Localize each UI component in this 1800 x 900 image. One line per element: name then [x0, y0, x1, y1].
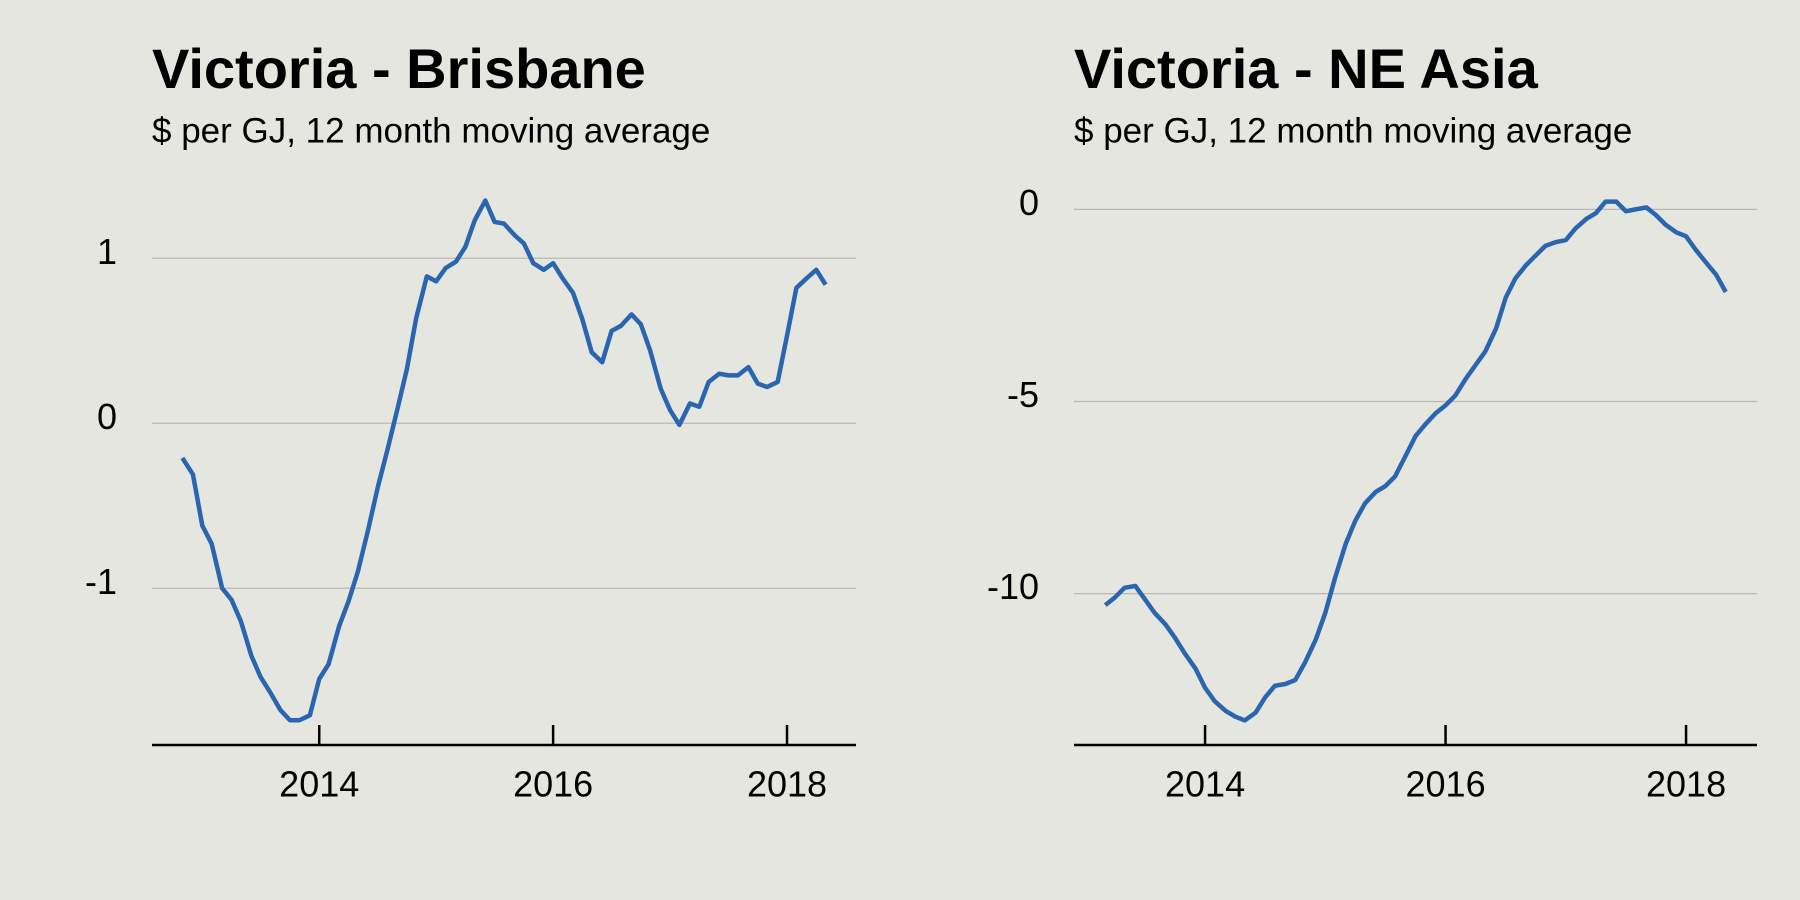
y-tick-label: 0 — [97, 396, 117, 437]
data-line — [180, 198, 828, 723]
chart-subtitle: $ per GJ, 12 month moving average — [152, 111, 710, 150]
x-tick-label: 2014 — [1165, 764, 1245, 805]
chart-title: Victoria - Brisbane — [152, 37, 646, 100]
chart-subtitle: $ per GJ, 12 month moving average — [1074, 111, 1632, 150]
y-tick-label: 1 — [97, 231, 117, 272]
x-tick-label: 2018 — [1646, 764, 1726, 805]
y-tick-label: -1 — [85, 561, 117, 602]
x-tick-label: 2018 — [747, 764, 827, 805]
y-tick-label: 0 — [1019, 182, 1039, 223]
chart-title: Victoria - NE Asia — [1074, 37, 1539, 100]
y-tick-label: -10 — [987, 566, 1039, 607]
x-tick-label: 2014 — [279, 764, 359, 805]
y-tick-label: -5 — [1007, 374, 1039, 415]
x-tick-label: 2016 — [513, 764, 593, 805]
x-tick-label: 2016 — [1406, 764, 1486, 805]
data-line — [1103, 199, 1728, 723]
